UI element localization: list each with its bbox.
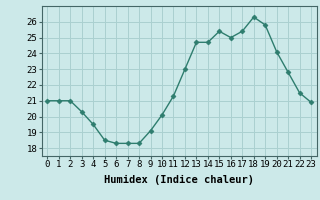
X-axis label: Humidex (Indice chaleur): Humidex (Indice chaleur) — [104, 175, 254, 185]
